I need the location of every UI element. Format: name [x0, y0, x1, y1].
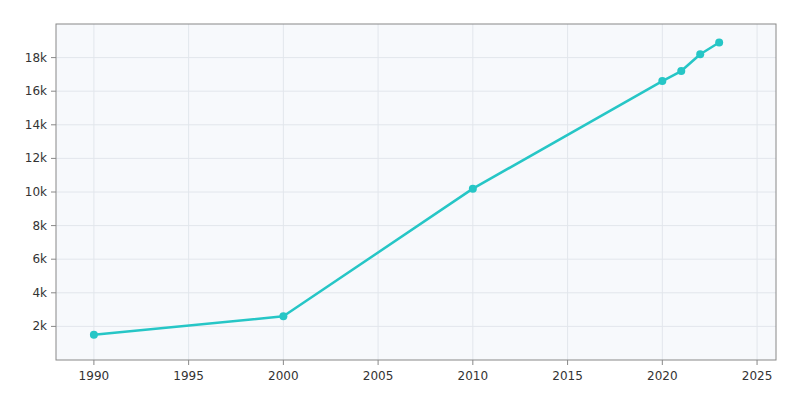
y-grid-line — [56, 124, 776, 125]
y-tick-label: 10k — [25, 185, 47, 199]
y-grid-line — [56, 91, 776, 92]
y-tick — [51, 192, 56, 193]
x-tick — [283, 360, 284, 365]
y-tick-label: 12k — [25, 151, 47, 165]
series — [90, 38, 723, 338]
grid — [56, 24, 776, 360]
x-tick — [93, 360, 94, 365]
y-tick-label: 8k — [32, 219, 47, 233]
x-tick — [472, 360, 473, 365]
x-tick — [567, 360, 568, 365]
y-tick-label: 4k — [32, 286, 47, 300]
x-tick — [757, 360, 758, 365]
y-grid-line — [56, 292, 776, 293]
line — [94, 42, 719, 334]
point — [90, 331, 98, 339]
x-tick-label: 2025 — [742, 369, 773, 383]
chart: 1990 1995 2000 2005 2010 2015 2020 2025 2k 4k 6k 8k… — [0, 0, 800, 400]
y-tick-label: 14k — [25, 118, 47, 132]
point — [677, 67, 685, 75]
x-tick-label: 2000 — [268, 369, 299, 383]
x-tick — [662, 360, 663, 365]
y-tick — [51, 124, 56, 125]
y-grid-line — [56, 192, 776, 193]
y-grid-line — [56, 259, 776, 260]
y-tick — [51, 57, 56, 58]
y-tick-label: 6k — [32, 252, 47, 266]
y-tick — [51, 91, 56, 92]
x-tick-label: 2020 — [647, 369, 678, 383]
y-grid-line — [56, 158, 776, 159]
x-tick-label: 2010 — [458, 369, 489, 383]
x-tick-label: 1990 — [79, 369, 110, 383]
plot-area — [56, 24, 776, 360]
x-tick — [188, 360, 189, 365]
y-tick — [51, 158, 56, 159]
axes: 1990 1995 2000 2005 2010 2015 2020 2025 2k 4k 6k 8k… — [25, 24, 776, 383]
point — [696, 50, 704, 58]
y-tick — [51, 259, 56, 260]
y-tick — [51, 225, 56, 226]
point — [279, 312, 287, 320]
point — [715, 38, 723, 46]
y-tick — [51, 292, 56, 293]
x-tick-label: 2005 — [363, 369, 394, 383]
y-tick-label: 2k — [32, 319, 47, 333]
point — [658, 77, 666, 85]
y-grid-line — [56, 57, 776, 58]
plot-frame — [56, 24, 776, 360]
x-tick — [378, 360, 379, 365]
y-tick — [51, 326, 56, 327]
point — [469, 185, 477, 193]
y-tick-label: 18k — [25, 51, 47, 65]
x-tick-label: 1995 — [173, 369, 204, 383]
y-tick-label: 16k — [25, 84, 47, 98]
x-tick-label: 2015 — [552, 369, 583, 383]
